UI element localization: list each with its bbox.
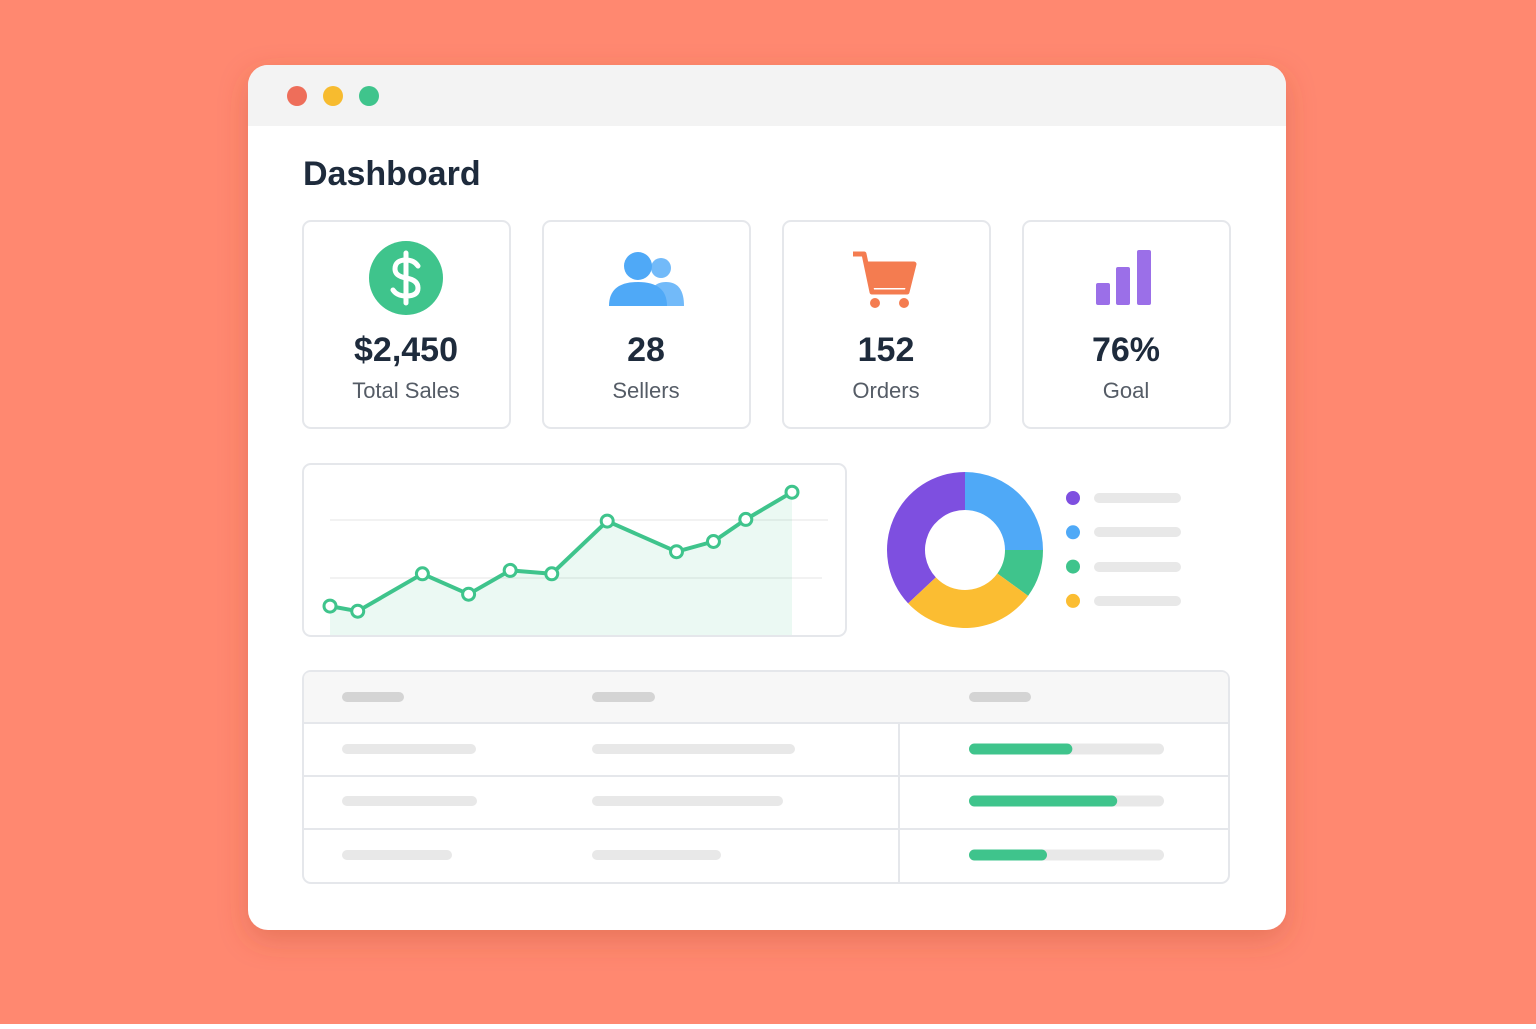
stat-label: Orders: [852, 378, 919, 403]
users-icon: [609, 252, 684, 306]
legend-placeholder: [1094, 596, 1181, 606]
stat-value: $2,450: [354, 331, 458, 369]
stat-label: Sellers: [612, 378, 679, 403]
table: [302, 670, 1230, 884]
line-chart: [322, 484, 800, 635]
goal-icon: [1096, 250, 1151, 305]
stat-value: 76%: [1092, 331, 1160, 369]
donut-legend: [1066, 491, 1181, 608]
point: [461, 586, 477, 602]
legend-dot: [1066, 593, 1080, 608]
point: [350, 603, 366, 619]
stat-label: Total Sales: [352, 378, 460, 403]
legend-placeholder: [1094, 562, 1181, 572]
point: [784, 484, 800, 500]
stat-label: Goal: [1103, 378, 1149, 403]
dollar-icon: [369, 241, 443, 315]
card: [782, 220, 991, 429]
donut-segment: [997, 550, 1043, 596]
stat-value: 152: [858, 331, 915, 369]
donut-segment: [887, 472, 965, 604]
card: [1022, 220, 1231, 429]
donut-segment: [908, 573, 1029, 628]
page-title: Dashboard: [303, 155, 481, 193]
point: [544, 566, 560, 582]
point: [738, 511, 754, 527]
donut-chart: [887, 472, 1043, 628]
legend-placeholder: [1094, 493, 1181, 503]
progress-bars: [969, 743, 1164, 861]
point: [599, 513, 615, 529]
close-button[interactable]: [287, 86, 307, 106]
legend-dot: [1066, 525, 1080, 540]
donut-segment: [965, 472, 1043, 550]
legend-placeholder: [1094, 527, 1181, 537]
legend-dot: [1066, 491, 1080, 505]
progress-fill: [969, 849, 1047, 861]
minimize-button[interactable]: [323, 86, 343, 106]
progress-fill: [969, 795, 1118, 807]
cart-icon: [853, 251, 917, 308]
legend-dot: [1066, 559, 1080, 574]
point: [414, 566, 430, 582]
point: [705, 534, 721, 549]
maximize-button[interactable]: [359, 86, 379, 106]
point: [669, 544, 684, 560]
progress-fill: [969, 743, 1073, 755]
title-bar: [248, 65, 1286, 126]
point: [502, 562, 518, 578]
card: [542, 220, 751, 429]
stat-cards: $2,450 28 152 76% Total Sales Sellers Or…: [302, 220, 1231, 429]
stat-value: 28: [627, 331, 665, 369]
card: [302, 220, 511, 429]
area: [330, 492, 792, 635]
point: [322, 598, 338, 614]
